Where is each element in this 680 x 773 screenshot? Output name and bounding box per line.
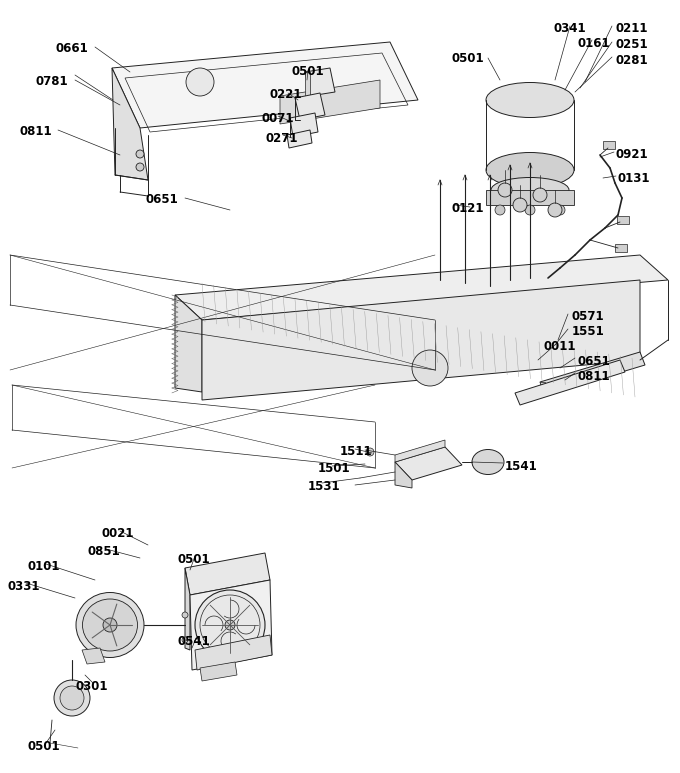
Polygon shape [486,190,574,205]
Bar [615,244,627,252]
Circle shape [186,68,214,96]
Polygon shape [202,280,640,400]
Text: 0211: 0211 [615,22,647,35]
Circle shape [513,198,527,212]
Text: 0101: 0101 [28,560,61,573]
Text: 0341: 0341 [554,22,587,35]
Polygon shape [185,568,190,650]
Text: 0011: 0011 [543,340,575,353]
Polygon shape [290,113,318,137]
Polygon shape [305,68,335,96]
Text: 0271: 0271 [265,132,298,145]
Text: 0021: 0021 [102,527,135,540]
Circle shape [195,590,265,660]
Polygon shape [185,553,270,595]
Polygon shape [395,447,462,480]
Ellipse shape [491,178,569,203]
Text: 0281: 0281 [615,54,647,67]
Ellipse shape [82,599,137,651]
Text: 0571: 0571 [572,310,605,323]
Circle shape [525,205,535,215]
Polygon shape [305,72,310,100]
Polygon shape [112,68,148,180]
Text: 0501: 0501 [452,52,485,65]
Text: 0301: 0301 [75,680,107,693]
Polygon shape [175,255,668,320]
Text: 0781: 0781 [35,75,67,88]
Polygon shape [395,462,412,488]
Polygon shape [82,648,105,664]
Bar [603,141,615,149]
Polygon shape [287,130,312,148]
Ellipse shape [472,450,504,475]
Polygon shape [540,352,645,395]
Text: 0131: 0131 [618,172,651,185]
Circle shape [60,686,84,710]
Ellipse shape [486,152,574,188]
Circle shape [103,618,117,632]
Polygon shape [280,80,380,124]
Text: 0811: 0811 [578,370,611,383]
Polygon shape [195,635,272,670]
Text: 0331: 0331 [8,580,41,593]
Text: 0541: 0541 [178,635,211,648]
Polygon shape [515,360,625,405]
Polygon shape [112,42,418,128]
Circle shape [136,163,144,171]
Text: 0651: 0651 [145,193,177,206]
Text: 1511: 1511 [340,445,373,458]
Text: 0121: 0121 [452,202,484,215]
Polygon shape [395,440,445,462]
Circle shape [498,183,512,197]
Circle shape [366,448,374,456]
Text: 1531: 1531 [308,480,341,493]
Bar [617,216,629,224]
Text: 1541: 1541 [505,460,538,473]
Text: 0071: 0071 [262,112,294,125]
Circle shape [182,637,188,643]
Text: 0651: 0651 [578,355,611,368]
Circle shape [495,205,505,215]
Text: 0161: 0161 [578,37,611,50]
Text: 0221: 0221 [270,88,303,101]
Ellipse shape [486,83,574,117]
Polygon shape [295,93,325,120]
Bar [545,274,563,286]
Text: 0811: 0811 [20,125,52,138]
Circle shape [136,150,144,158]
Circle shape [555,205,565,215]
Text: 0921: 0921 [616,148,649,161]
Circle shape [225,620,235,630]
Text: 1501: 1501 [318,462,351,475]
Ellipse shape [76,592,144,658]
Text: 0251: 0251 [615,38,647,51]
Polygon shape [175,295,202,392]
Circle shape [533,188,547,202]
Text: 0501: 0501 [28,740,61,753]
Text: 1551: 1551 [572,325,605,338]
Polygon shape [200,662,237,681]
Circle shape [412,350,448,386]
Text: 0501: 0501 [292,65,324,78]
Polygon shape [190,580,272,670]
Circle shape [54,680,90,716]
Text: 0851: 0851 [88,545,121,558]
Circle shape [548,203,562,217]
Text: 0501: 0501 [178,553,211,566]
Polygon shape [540,382,545,395]
Circle shape [182,612,188,618]
Text: 0661: 0661 [55,42,88,55]
